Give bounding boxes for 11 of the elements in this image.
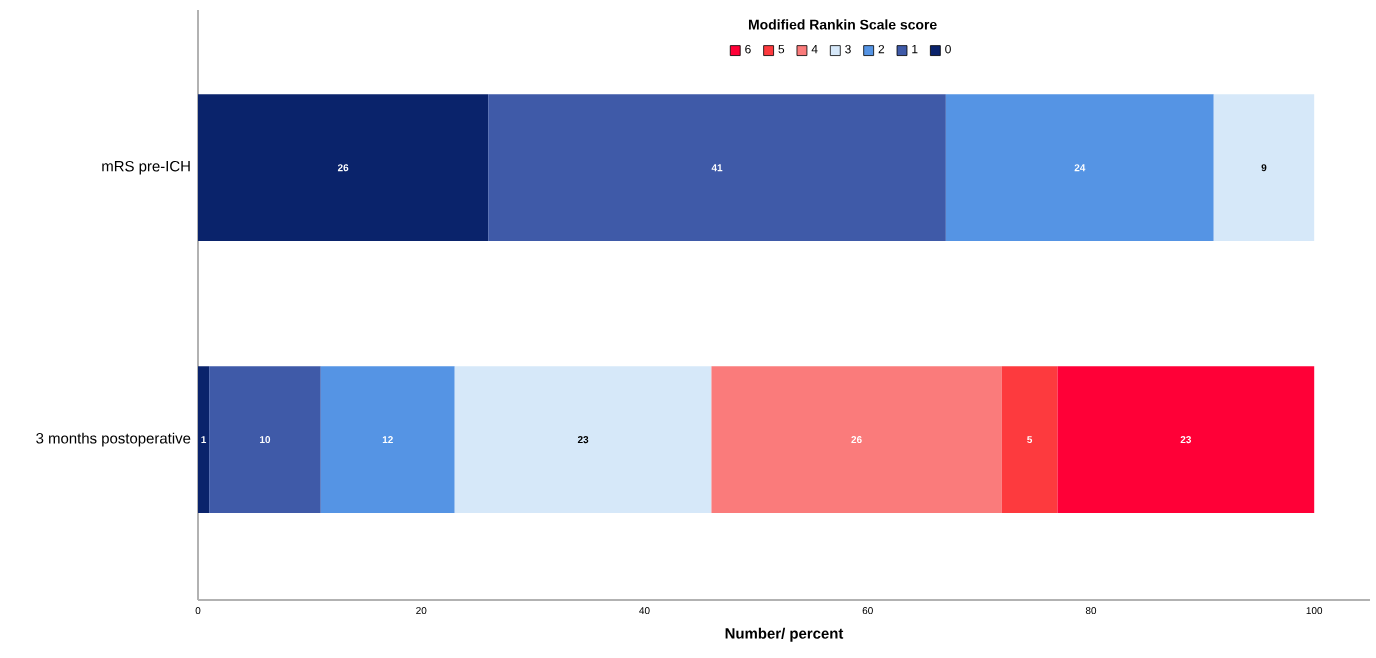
bar — [454, 366, 712, 513]
bar — [209, 366, 321, 513]
bar — [1213, 94, 1315, 242]
bar — [1001, 366, 1058, 513]
bar — [945, 94, 1214, 242]
bar — [320, 366, 455, 513]
bar — [1057, 366, 1315, 513]
bar — [198, 366, 210, 513]
bar — [488, 94, 946, 242]
bar — [711, 366, 1002, 513]
bar — [198, 94, 489, 242]
